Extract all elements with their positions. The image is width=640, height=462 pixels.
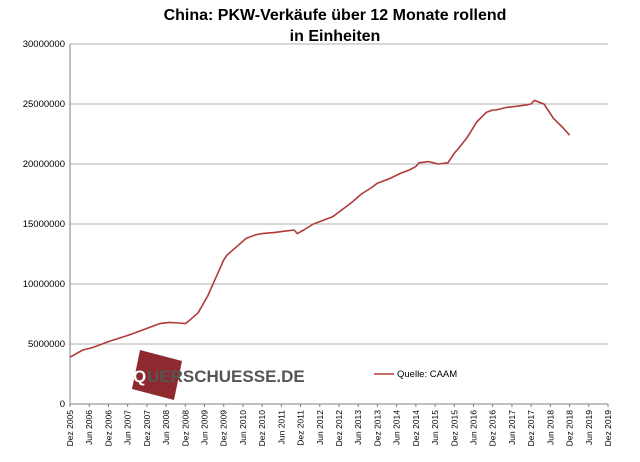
- legend-label: Quelle: CAAM: [397, 369, 457, 380]
- y-tick-label: 0: [60, 399, 65, 410]
- x-tick-label: Jun 2013: [353, 410, 363, 445]
- x-tick-label: Jun 2010: [238, 410, 248, 445]
- x-tick-label: Dez 2013: [372, 410, 382, 447]
- gridlines: [70, 43, 608, 345]
- x-tick-label: Jun 2009: [200, 410, 210, 445]
- y-tick-label: 15000000: [23, 219, 65, 230]
- series-line: [69, 99, 571, 358]
- x-tick-label: Jun 2018: [545, 410, 555, 445]
- x-tick-label: Dez 2005: [65, 410, 75, 447]
- x-tick-label: Dez 2011: [296, 410, 306, 446]
- y-tick-label: 20000000: [23, 159, 65, 170]
- y-tick-label: 30000000: [23, 39, 65, 50]
- x-tick-label: Dez 2015: [449, 410, 459, 447]
- series-layer: [69, 99, 571, 358]
- y-tick-label: 10000000: [23, 279, 65, 290]
- x-tick-label: Jun 2014: [392, 410, 402, 445]
- x-tick-label: Dez 2018: [565, 410, 575, 447]
- x-tick-label: Dez 2019: [603, 410, 613, 447]
- y-tick-label: 5000000: [28, 339, 65, 350]
- querschuesse-logo: Q UERSCHUESSE.DE: [132, 350, 305, 400]
- chart-title-line2: in Einheiten: [290, 28, 381, 45]
- x-tick-label: Dez 2008: [180, 410, 190, 447]
- x-tick-label: Jun 2007: [123, 410, 133, 445]
- x-tick-label: Dez 2017: [526, 410, 536, 447]
- logo-text: UERSCHUESSE.DE: [147, 367, 305, 386]
- x-tick-label: Jun 2011: [276, 410, 286, 445]
- x-tick-label: Dez 2012: [334, 410, 344, 447]
- x-tick-label: Dez 2009: [219, 410, 229, 447]
- x-tick-label: Jun 2008: [161, 410, 171, 445]
- x-tick-label: Jun 2006: [84, 410, 94, 445]
- x-axis: Dez 2005 Jun 2006 Dez 2006 Jun 2007 Dez 2007…: [65, 403, 613, 447]
- x-tick-label: Jun 2016: [469, 410, 479, 445]
- y-tick-label: 25000000: [23, 99, 65, 110]
- logo-box: [132, 350, 182, 400]
- x-tick-label: Dez 2007: [142, 410, 152, 447]
- logo-lead-letter: Q: [133, 367, 146, 386]
- x-tick-label: Dez 2014: [411, 410, 421, 447]
- y-axis: 0 5000000 10000000 15000000 20000000 25000000…: [23, 39, 71, 410]
- x-tick-label: Jun 2017: [507, 410, 517, 445]
- x-tick-label: Dez 2016: [488, 410, 498, 447]
- x-tick-label: Jun 2019: [584, 410, 594, 445]
- x-tick-label: Dez 2006: [103, 410, 113, 447]
- x-tick-label: Jun 2012: [315, 410, 325, 445]
- chart-title-line1: China: PKW-Verkäufe über 12 Monate rolle…: [164, 7, 507, 24]
- x-tick-label: Jun 2015: [430, 410, 440, 445]
- legend: Quelle: CAAM: [374, 369, 457, 380]
- x-tick-label: Dez 2010: [257, 410, 267, 447]
